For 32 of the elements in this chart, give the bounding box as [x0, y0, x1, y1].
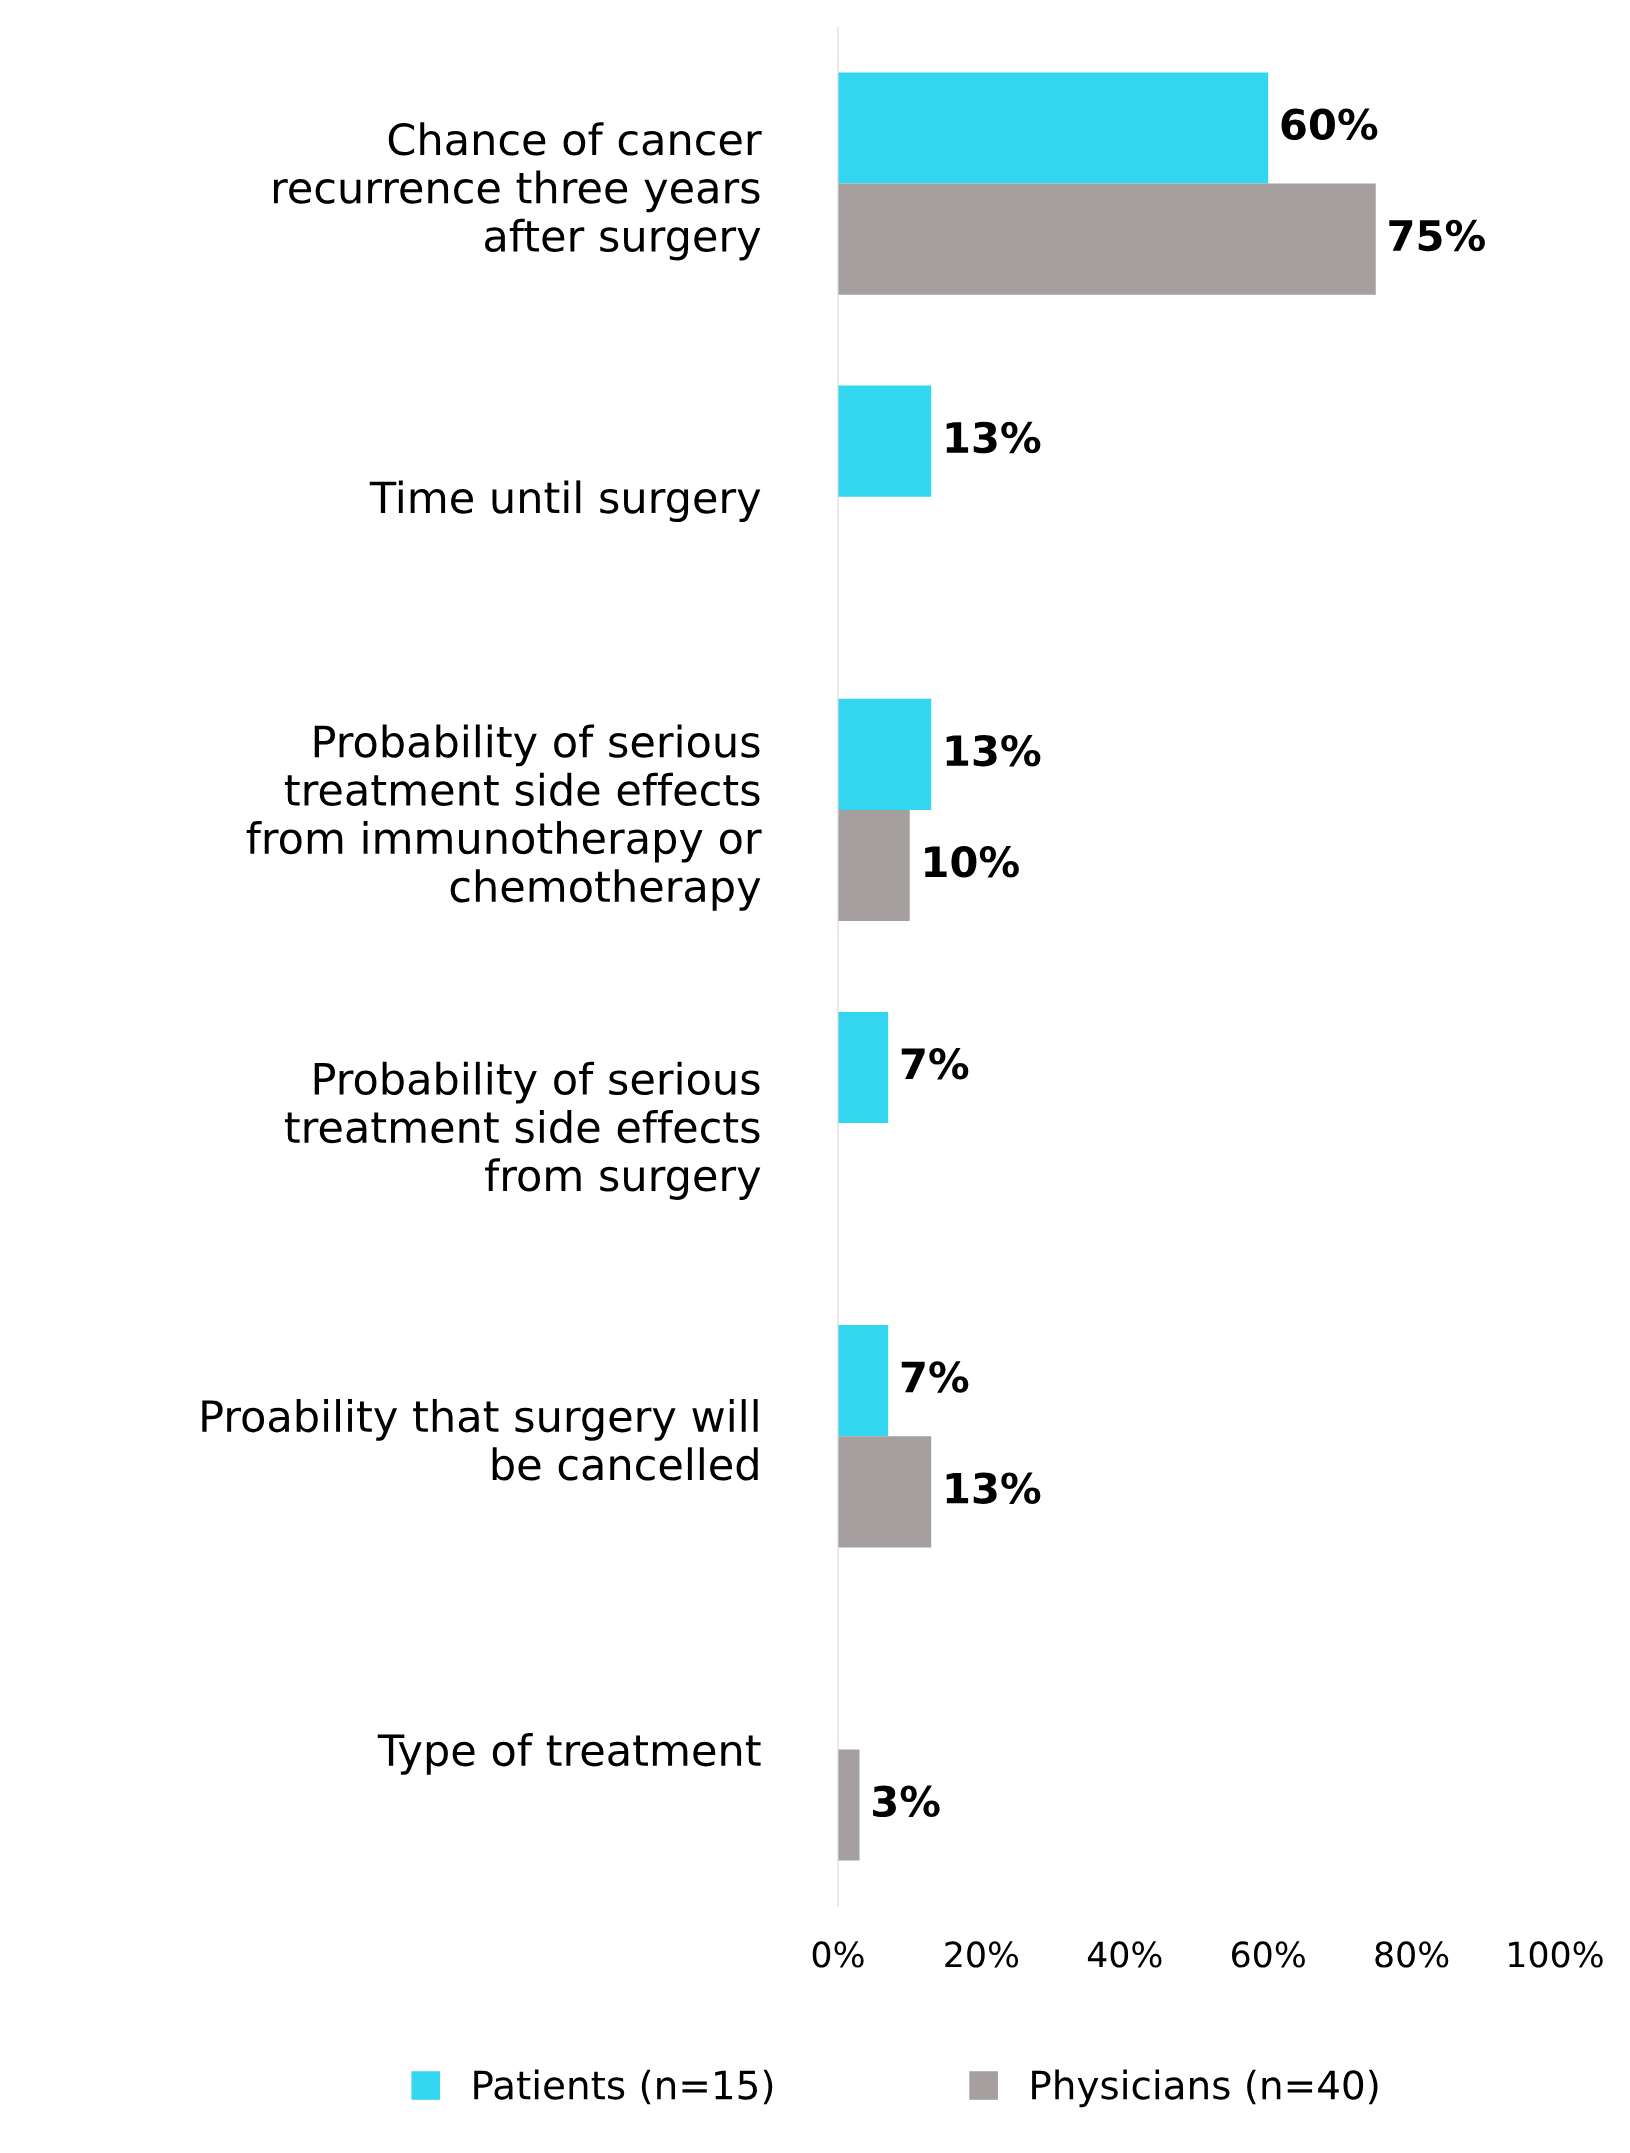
- bar: [838, 809, 910, 922]
- y-tick-label: Proability that surgery will be cancelled: [202, 1399, 758, 1481]
- x-tick-label: 40%: [1087, 1941, 1162, 1968]
- data-label: 13%: [946, 421, 1041, 454]
- data-label: 3%: [873, 1785, 940, 1818]
- legend-label: Physicians (n=40): [1032, 2069, 1378, 2108]
- data-label: 7%: [901, 1361, 969, 1393]
- x-tick-label: 60%: [1232, 1941, 1305, 1968]
- bar: [838, 1011, 889, 1124]
- x-tick-label: 0%: [812, 1941, 864, 1968]
- y-tick-label: Probability of serious treatment side effects from surgery: [284, 1061, 761, 1200]
- x-tick-label: 20%: [945, 1941, 1019, 1968]
- bar: [838, 1436, 932, 1548]
- data-label: 13%: [946, 734, 1041, 767]
- y-tick-label: Chance of cancer recurrence three years after surgery: [273, 122, 762, 261]
- data-label: 7%: [901, 1048, 969, 1080]
- data-label: 10%: [925, 846, 1019, 878]
- x-tick-label: 80%: [1375, 1941, 1449, 1968]
- bar: [838, 183, 1376, 295]
- y-tick-label: Probability of serious treatment side effects from immunotherapy or chemotherapy: [246, 724, 762, 911]
- bar: [838, 385, 932, 497]
- bar: [838, 72, 1269, 184]
- x-tick-label: 100%: [1509, 1941, 1603, 1968]
- bar: [838, 1749, 860, 1861]
- data-label: 75%: [1389, 219, 1485, 252]
- y-tick-label: Time until surgery: [369, 480, 761, 523]
- legend-label: Patients (n=15): [474, 2069, 773, 2105]
- data-label: 60%: [1281, 108, 1378, 141]
- bar: [838, 1325, 889, 1437]
- bar: [838, 698, 932, 810]
- y-tick-label: Type of treatment: [377, 1733, 761, 1775]
- data-label: 13%: [946, 1472, 1041, 1504]
